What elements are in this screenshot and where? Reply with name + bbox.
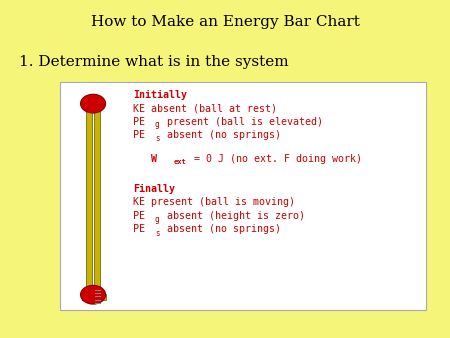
Text: KE present (ball is moving): KE present (ball is moving) xyxy=(133,197,295,208)
Text: Initially: Initially xyxy=(133,90,187,100)
Text: s: s xyxy=(155,134,159,143)
Text: PE: PE xyxy=(133,211,145,221)
Bar xyxy=(94,102,100,300)
Text: W: W xyxy=(151,154,157,164)
Text: s: s xyxy=(155,229,159,238)
Text: PE: PE xyxy=(133,130,145,141)
Text: = 0 J (no ext. F doing work): = 0 J (no ext. F doing work) xyxy=(188,154,362,164)
Text: g: g xyxy=(155,215,159,224)
Text: absent (height is zero): absent (height is zero) xyxy=(161,211,305,221)
Circle shape xyxy=(81,285,106,304)
Circle shape xyxy=(81,94,106,113)
Text: PE: PE xyxy=(133,224,145,234)
Text: 1. Determine what is in the system: 1. Determine what is in the system xyxy=(19,55,289,69)
Text: ext: ext xyxy=(174,159,187,165)
Text: How to Make an Energy Bar Chart: How to Make an Energy Bar Chart xyxy=(90,15,360,29)
Text: absent (no springs): absent (no springs) xyxy=(161,130,281,141)
Text: present (ball is elevated): present (ball is elevated) xyxy=(161,117,323,127)
Text: Finally: Finally xyxy=(133,184,176,194)
Bar xyxy=(86,102,92,300)
Text: PE: PE xyxy=(133,117,145,127)
Text: g: g xyxy=(155,120,159,129)
Text: KE absent (ball at rest): KE absent (ball at rest) xyxy=(133,104,277,114)
Bar xyxy=(82,294,107,300)
Text: absent (no springs): absent (no springs) xyxy=(161,224,281,234)
